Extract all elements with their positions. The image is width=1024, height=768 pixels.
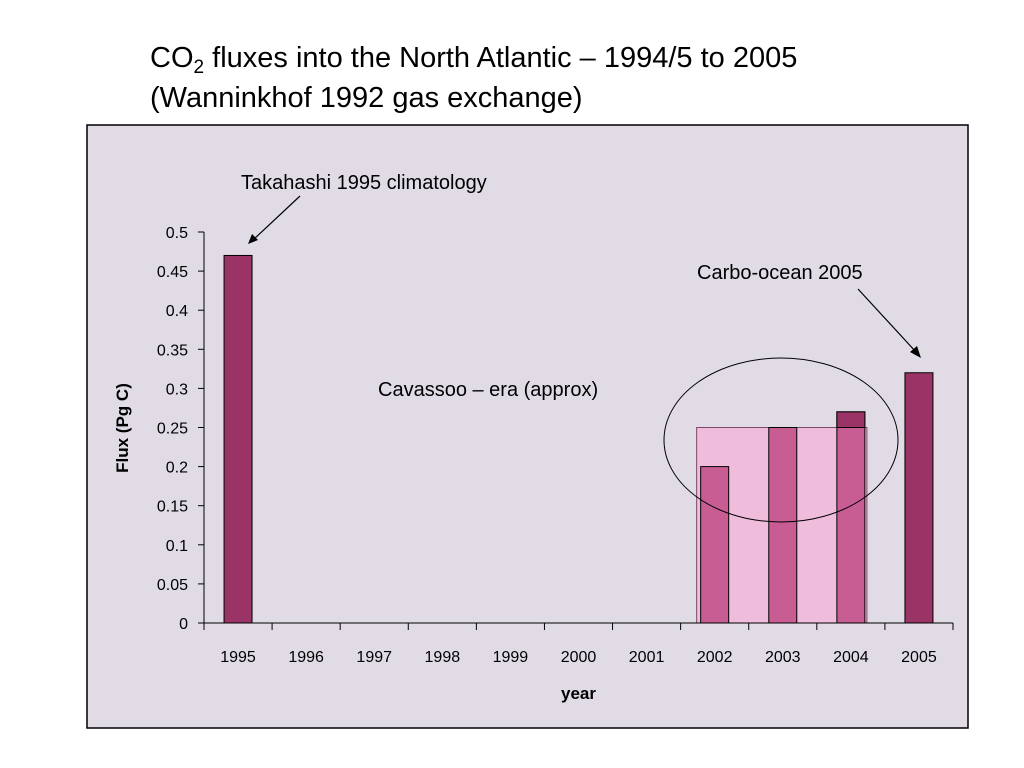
y-tick-label: 0.3 bbox=[166, 381, 188, 398]
x-tick-label: 2003 bbox=[765, 649, 801, 666]
arrow-takahashi-head bbox=[248, 234, 258, 244]
x-tick-label: 2005 bbox=[901, 649, 937, 666]
x-tick-label: 1996 bbox=[288, 649, 324, 666]
arrow-carbo-line bbox=[857, 288, 917, 353]
y-tick-label: 0.35 bbox=[157, 342, 188, 359]
y-axis-title: Flux (Pg C) bbox=[113, 383, 132, 473]
annotation-cavassoo: Cavassoo – era (approx) bbox=[378, 379, 598, 401]
x-axis-title: year bbox=[561, 684, 596, 703]
arrow-takahashi-line bbox=[252, 195, 301, 241]
slide-title: CO2 fluxes into the North Atlantic – 199… bbox=[150, 38, 990, 118]
title-line1-rest: fluxes into the North Atlantic – 1994/5 … bbox=[204, 42, 798, 74]
bar-2003 bbox=[768, 427, 798, 624]
bar-cap-2004 bbox=[836, 411, 866, 428]
y-tick-label: 0.1 bbox=[166, 538, 188, 555]
x-tick-label: 1998 bbox=[425, 649, 461, 666]
title-line2: (Wanninkhof 1992 gas exchange) bbox=[150, 82, 583, 114]
y-tick-label: 0.5 bbox=[166, 225, 188, 242]
y-tick-label: 0.05 bbox=[157, 577, 188, 594]
x-tick-label: 2000 bbox=[561, 649, 597, 666]
y-tick-label: 0.4 bbox=[166, 303, 188, 320]
cavassoo-ellipse bbox=[663, 357, 899, 523]
x-tick-label: 2001 bbox=[629, 649, 665, 666]
y-tick-label: 0.45 bbox=[157, 264, 188, 281]
annotation-takahashi: Takahashi 1995 climatology bbox=[241, 172, 487, 194]
annotation-carbo-ocean: Carbo-ocean 2005 bbox=[697, 262, 863, 284]
y-tick-label: 0.2 bbox=[166, 460, 188, 477]
x-tick-label: 2002 bbox=[697, 649, 733, 666]
title-subscript: 2 bbox=[193, 57, 205, 78]
x-tick-label: 2004 bbox=[833, 649, 869, 666]
title-co-text: CO bbox=[150, 42, 194, 74]
arrow-carbo-head bbox=[910, 346, 921, 358]
bar-2004 bbox=[836, 411, 866, 624]
bar-2005 bbox=[904, 372, 934, 624]
y-tick-label: 0.15 bbox=[157, 499, 188, 516]
x-tick-label: 1997 bbox=[356, 649, 392, 666]
y-tick-label: 0 bbox=[179, 616, 188, 633]
x-tick-label: 1995 bbox=[220, 649, 256, 666]
bar-2002 bbox=[700, 466, 730, 624]
bar-1995 bbox=[223, 254, 253, 624]
x-tick-label: 1999 bbox=[493, 649, 529, 666]
y-tick-label: 0.25 bbox=[157, 421, 188, 438]
plot-area bbox=[86, 124, 969, 729]
